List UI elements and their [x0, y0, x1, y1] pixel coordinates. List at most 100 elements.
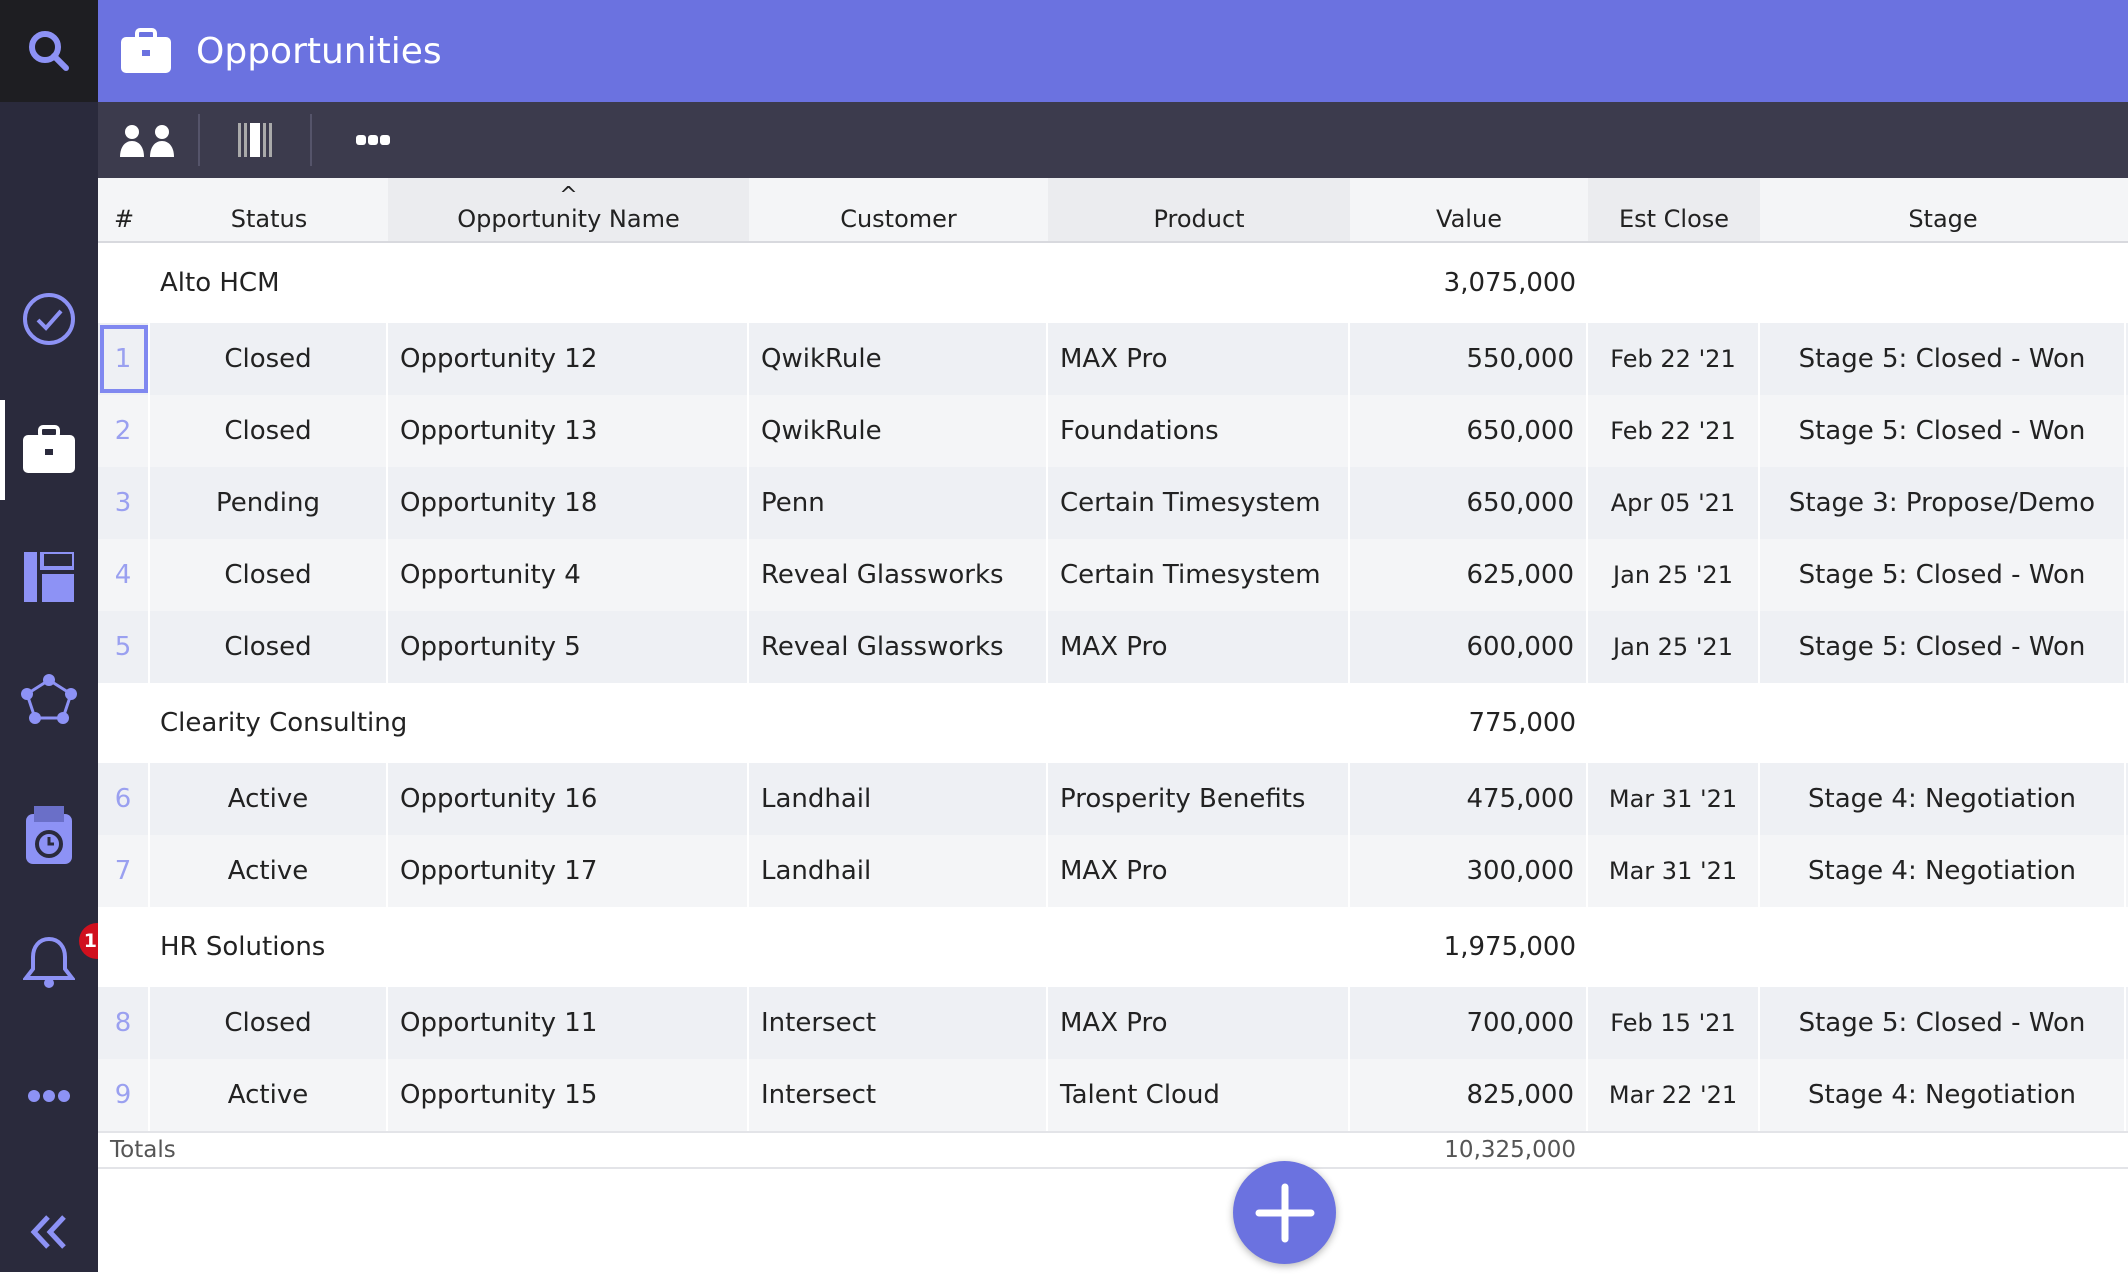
product-cell[interactable]: MAX Pro — [1048, 835, 1350, 907]
est-close-cell[interactable]: Mar 31 '21 — [1588, 763, 1760, 835]
customer-cell[interactable]: Reveal Glassworks — [749, 539, 1048, 611]
row-number[interactable]: 3 — [98, 467, 150, 539]
column-header-stage[interactable]: Stage — [1908, 205, 1978, 233]
opportunity-name-cell[interactable]: Opportunity 5 — [388, 611, 749, 683]
status-cell[interactable]: Closed — [150, 539, 388, 611]
stage-cell[interactable]: Stage 5: Closed - Won — [1760, 539, 2126, 611]
sidebar-item-opportunities[interactable] — [0, 400, 98, 500]
table-row[interactable]: 2 Closed Opportunity 13 QwikRule Foundations… — [98, 395, 2128, 467]
sidebar-item-more[interactable] — [0, 1051, 98, 1141]
sidebar-item-timesheet[interactable] — [0, 790, 98, 880]
columns-button[interactable] — [200, 102, 310, 178]
group-by-button[interactable] — [98, 102, 198, 178]
column-header-opportunity-name[interactable]: ^ Opportunity Name — [388, 178, 749, 241]
row-number[interactable]: 8 — [98, 987, 150, 1059]
est-close-cell[interactable]: Jan 25 '21 — [1588, 539, 1760, 611]
product-cell[interactable]: MAX Pro — [1048, 987, 1350, 1059]
value-cell[interactable]: 300,000 — [1350, 835, 1588, 907]
status-cell[interactable]: Active — [150, 835, 388, 907]
column-header-product[interactable]: Product — [1048, 178, 1350, 241]
customer-cell[interactable]: Reveal Glassworks — [749, 611, 1048, 683]
table-row[interactable]: 8 Closed Opportunity 11 Intersect MAX Pro 700… — [98, 987, 2128, 1059]
status-cell[interactable]: Closed — [150, 611, 388, 683]
collapse-sidebar-button[interactable] — [0, 1187, 98, 1277]
sidebar-item-network[interactable] — [0, 655, 98, 745]
customer-cell[interactable]: Landhail — [749, 835, 1048, 907]
group-row[interactable]: Clearity Consulting 775,000 — [98, 683, 2128, 763]
est-close-cell[interactable]: Jan 25 '21 — [1588, 611, 1760, 683]
est-close-cell[interactable]: Feb 22 '21 — [1588, 323, 1760, 395]
stage-cell[interactable]: Stage 5: Closed - Won — [1760, 987, 2126, 1059]
product-cell[interactable]: Foundations — [1048, 395, 1350, 467]
est-close-cell[interactable]: Mar 31 '21 — [1588, 835, 1760, 907]
column-header-est-close[interactable]: Est Close — [1588, 178, 1760, 241]
opportunity-name-cell[interactable]: Opportunity 11 — [388, 987, 749, 1059]
add-opportunity-button[interactable] — [1233, 1161, 1336, 1264]
sidebar-item-tasks[interactable] — [0, 274, 98, 364]
status-cell[interactable]: Closed — [150, 323, 388, 395]
stage-cell[interactable]: Stage 4: Negotiation — [1760, 1059, 2126, 1131]
more-options-button[interactable] — [312, 102, 434, 178]
product-cell[interactable]: MAX Pro — [1048, 323, 1350, 395]
product-cell[interactable]: Certain Timesystem — [1048, 467, 1350, 539]
opportunity-name-cell[interactable]: Opportunity 4 — [388, 539, 749, 611]
est-close-cell[interactable]: Apr 05 '21 — [1588, 467, 1760, 539]
row-number[interactable]: 5 — [98, 611, 150, 683]
customer-cell[interactable]: Penn — [749, 467, 1048, 539]
stage-cell[interactable]: Stage 5: Closed - Won — [1760, 395, 2126, 467]
table-row[interactable]: 6 Active Opportunity 16 Landhail Prosperity … — [98, 763, 2128, 835]
row-number[interactable]: 4 — [98, 539, 150, 611]
value-cell[interactable]: 550,000 — [1350, 323, 1588, 395]
customer-cell[interactable]: Intersect — [749, 1059, 1048, 1131]
value-cell[interactable]: 625,000 — [1350, 539, 1588, 611]
table-row[interactable]: 4 Closed Opportunity 4 Reveal Glassworks Cer… — [98, 539, 2128, 611]
column-header-number[interactable]: # — [113, 205, 135, 233]
status-cell[interactable]: Pending — [150, 467, 388, 539]
column-header-status[interactable]: Status — [230, 205, 308, 233]
opportunity-name-cell[interactable]: Opportunity 18 — [388, 467, 749, 539]
stage-cell[interactable]: Stage 4: Negotiation — [1760, 763, 2126, 835]
product-cell[interactable]: Certain Timesystem — [1048, 539, 1350, 611]
status-cell[interactable]: Closed — [150, 395, 388, 467]
opportunity-name-cell[interactable]: Opportunity 12 — [388, 323, 749, 395]
opportunity-name-cell[interactable]: Opportunity 13 — [388, 395, 749, 467]
product-cell[interactable]: Prosperity Benefits — [1048, 763, 1350, 835]
stage-cell[interactable]: Stage 3: Propose/Demo — [1760, 467, 2126, 539]
stage-cell[interactable]: Stage 5: Closed - Won — [1760, 611, 2126, 683]
row-number[interactable]: 9 — [98, 1059, 150, 1131]
value-cell[interactable]: 650,000 — [1350, 395, 1588, 467]
product-cell[interactable]: MAX Pro — [1048, 611, 1350, 683]
stage-cell[interactable]: Stage 4: Negotiation — [1760, 835, 2126, 907]
table-row[interactable]: 5 Closed Opportunity 5 Reveal Glassworks MAX… — [98, 611, 2128, 683]
value-cell[interactable]: 650,000 — [1350, 467, 1588, 539]
stage-cell[interactable]: Stage 5: Closed - Won — [1760, 323, 2126, 395]
value-cell[interactable]: 475,000 — [1350, 763, 1588, 835]
group-row[interactable]: Alto HCM 3,075,000 — [98, 243, 2128, 323]
est-close-cell[interactable]: Feb 22 '21 — [1588, 395, 1760, 467]
row-number[interactable]: 7 — [98, 835, 150, 907]
est-close-cell[interactable]: Mar 22 '21 — [1588, 1059, 1760, 1131]
table-row[interactable]: 1 Closed Opportunity 12 QwikRule MAX Pro 550,… — [98, 323, 2128, 395]
customer-cell[interactable]: QwikRule — [749, 323, 1048, 395]
customer-cell[interactable]: QwikRule — [749, 395, 1048, 467]
customer-cell[interactable]: Intersect — [749, 987, 1048, 1059]
status-cell[interactable]: Closed — [150, 987, 388, 1059]
column-header-value[interactable]: Value — [1436, 205, 1502, 233]
row-number[interactable]: 1 — [98, 323, 150, 395]
sidebar-item-notifications[interactable]: 18 — [0, 918, 115, 1008]
status-cell[interactable]: Active — [150, 763, 388, 835]
est-close-cell[interactable]: Feb 15 '21 — [1588, 987, 1760, 1059]
value-cell[interactable]: 700,000 — [1350, 987, 1588, 1059]
table-row[interactable]: 7 Active Opportunity 17 Landhail MAX Pro 300,… — [98, 835, 2128, 907]
column-header-customer[interactable]: Customer — [840, 205, 957, 233]
value-cell[interactable]: 825,000 — [1350, 1059, 1588, 1131]
value-cell[interactable]: 600,000 — [1350, 611, 1588, 683]
row-number[interactable]: 6 — [98, 763, 150, 835]
opportunity-name-cell[interactable]: Opportunity 17 — [388, 835, 749, 907]
row-number[interactable]: 2 — [98, 395, 150, 467]
opportunity-name-cell[interactable]: Opportunity 15 — [388, 1059, 749, 1131]
table-row[interactable]: 9 Active Opportunity 15 Intersect Talent Clo… — [98, 1059, 2128, 1131]
opportunity-name-cell[interactable]: Opportunity 16 — [388, 763, 749, 835]
product-cell[interactable]: Talent Cloud — [1048, 1059, 1350, 1131]
search-button[interactable] — [0, 0, 98, 102]
